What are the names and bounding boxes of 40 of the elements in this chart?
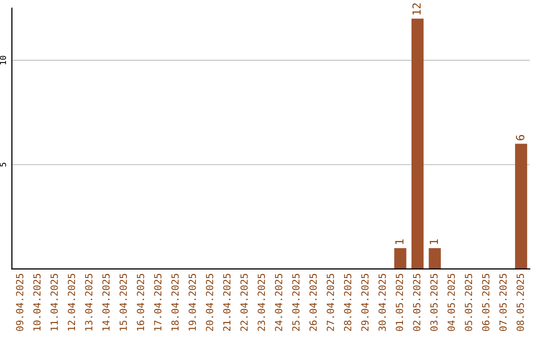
x-tick-label: 12.04.2025 (68, 274, 76, 330)
x-tick-label: 07.05.2025 (499, 274, 507, 332)
x-tick-label: 13.04.2025 (85, 274, 92, 330)
x-tick-label: 04.05.2025 (448, 274, 455, 332)
bar (428, 248, 441, 269)
bar (411, 18, 424, 269)
x-tick-label: 24.04.2025 (274, 274, 282, 331)
x-tick-label: 05.05.2025 (464, 274, 472, 332)
y-tick-label: 5 (0, 162, 6, 167)
x-tick-label: 01.05.2025 (396, 274, 404, 332)
x-tick-label: 21.04.2025 (223, 274, 230, 331)
x-tick-label: 22.04.2025 (240, 274, 248, 331)
x-tick-label: 23.04.2025 (258, 274, 266, 331)
x-tick-label: 19.04.2025 (188, 274, 196, 330)
bar (515, 144, 528, 269)
x-tick-label: 14.04.2025 (102, 274, 110, 330)
x-tick-label: 16.04.2025 (136, 274, 144, 330)
x-tick-label: 15.04.2025 (120, 274, 127, 330)
x-tick-label: 18.04.2025 (171, 274, 179, 330)
x-tick-label: 06.05.2025 (482, 274, 490, 332)
x-tick-label: 11.04.2025 (50, 274, 58, 330)
x-tick-label: 25.04.2025 (292, 274, 300, 331)
y-tick-label: 10 (0, 56, 6, 64)
x-tick-label: 30.04.2025 (378, 274, 386, 331)
x-tick-label: 17.04.2025 (154, 274, 162, 330)
data-label: 1 (430, 239, 438, 244)
data-label: 12 (412, 3, 421, 14)
x-tick-label: 10.04.2025 (33, 274, 41, 330)
x-tick-label: 03.05.2025 (430, 274, 438, 332)
bar (394, 248, 406, 269)
x-tick-label: 20.04.2025 (206, 274, 214, 331)
x-tick-label: 29.04.2025 (361, 274, 369, 331)
x-tick-label: 26.04.2025 (309, 274, 317, 331)
x-tick-label: 27.04.2025 (326, 274, 334, 331)
data-label: 6 (516, 135, 524, 140)
x-tick-label: 28.04.2025 (344, 274, 352, 331)
x-tick-label: 02.05.2025 (413, 274, 420, 332)
x-tick-label: 09.04.2025 (16, 274, 24, 332)
x-tick-label: 08.05.2025 (516, 274, 524, 332)
data-label: 1 (395, 239, 404, 244)
